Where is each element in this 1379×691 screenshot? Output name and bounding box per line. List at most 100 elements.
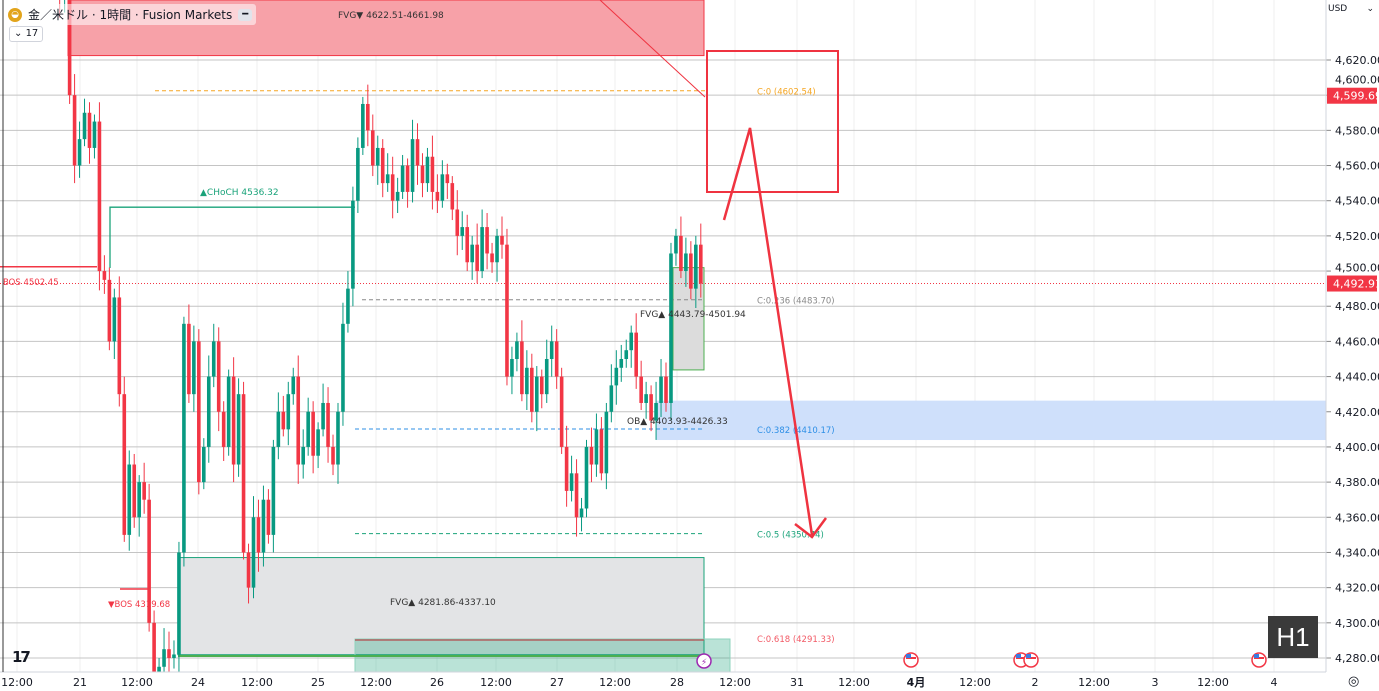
- tradingview-logo-icon[interactable]: 17: [12, 648, 31, 666]
- candle-body: [470, 244, 474, 263]
- order-block-zone: [656, 400, 1326, 441]
- x-tick-label: 12:00: [121, 676, 153, 689]
- candle-body: [485, 227, 489, 254]
- candle-body: [425, 156, 430, 184]
- candle-body: [549, 341, 554, 359]
- candle-body: [405, 165, 410, 192]
- candle-body: [430, 156, 435, 192]
- fib-level-label: C:0 (4602.54): [757, 88, 816, 98]
- currency-label: USD: [1328, 4, 1348, 14]
- candle-body: [72, 95, 77, 166]
- y-tick-label: 4,460.00: [1335, 335, 1379, 348]
- candle-body: [271, 446, 276, 535]
- candle-body: [589, 446, 594, 465]
- candle-body: [122, 394, 127, 535]
- candle-body: [510, 358, 514, 377]
- candle-body: [574, 473, 579, 518]
- y-tick-label: 4,300.00: [1335, 617, 1379, 630]
- fvg-bullish-small-zone: [672, 267, 705, 371]
- candle-body: [554, 341, 559, 377]
- candle-body: [206, 376, 211, 447]
- fib-level-label: C:0.618 (4291.33): [757, 635, 835, 645]
- candle-body: [296, 376, 301, 465]
- settings-icon[interactable]: ◎: [1348, 674, 1360, 689]
- collapse-legend-button[interactable]: ━: [238, 8, 253, 21]
- x-tick-label: 31: [790, 676, 804, 689]
- x-tick-label: 12:00: [480, 676, 512, 689]
- candle-body: [246, 552, 251, 588]
- candle-body: [385, 174, 390, 184]
- candle-body: [326, 402, 330, 447]
- candle-body: [460, 227, 465, 236]
- y-tick-label: 4,400.00: [1335, 441, 1379, 454]
- x-tick-label: 12:00: [1197, 676, 1229, 689]
- x-tick-label: 28: [670, 676, 684, 689]
- y-tick-label: 4,420.00: [1335, 406, 1379, 419]
- y-tick-label: 4,280.00: [1335, 652, 1379, 665]
- candle-body: [445, 174, 450, 184]
- candle-body: [450, 183, 455, 210]
- flag-canton: [1016, 654, 1021, 658]
- x-tick-label: 24: [191, 676, 205, 689]
- chart-pane: FVG▼ 4622.51-4661.98 FVG▲ 4281.86-4337.10…: [0, 0, 1326, 672]
- candle-body: [87, 112, 92, 148]
- candle-body: [197, 341, 201, 483]
- candle-body: [117, 297, 122, 395]
- x-tick-label: 12:00: [838, 676, 870, 689]
- candle-body: [594, 429, 599, 465]
- candle-body: [266, 499, 271, 535]
- symbol-legend[interactable]: ◒ 金／米ドル · 1時間 · Fusion Markets ━: [4, 4, 257, 25]
- flag-canton: [1254, 654, 1259, 658]
- y-tick-label: 4,540.00: [1335, 195, 1379, 208]
- candle-body: [366, 103, 370, 131]
- candle-body: [614, 367, 619, 386]
- candle-body: [644, 394, 648, 403]
- y-tick-label: 4,500.00: [1335, 262, 1379, 275]
- x-tick-label: 12:00: [719, 676, 751, 689]
- candle-body: [132, 464, 137, 518]
- candle-body: [500, 235, 504, 245]
- candle-body: [375, 147, 380, 166]
- candle-body: [351, 200, 355, 289]
- candle-body: [520, 341, 524, 395]
- candle-body: [629, 332, 634, 351]
- x-tick-label: 12:00: [360, 676, 392, 689]
- fvg-bullish-large-label: FVG▲ 4281.86-4337.10: [390, 598, 496, 608]
- candle-body: [495, 235, 499, 263]
- price-label: 4,492.91: [1333, 278, 1379, 291]
- candle-body: [654, 402, 658, 421]
- us-flag-icon: [1251, 652, 1267, 668]
- candle-body: [281, 411, 286, 430]
- arrow-head: [794, 517, 828, 539]
- timeframe-badge: H1: [1268, 616, 1318, 658]
- indicators-toggle[interactable]: ⌄ 17: [9, 26, 44, 42]
- candle-body: [137, 482, 141, 518]
- fib-level-label: C:0.5 (4350.74): [757, 531, 824, 541]
- candle-body: [679, 235, 683, 272]
- order-block-label: OB▲ 4403.93-4426.33: [627, 417, 728, 427]
- y-tick-label: 4,620.00: [1335, 54, 1379, 67]
- candle-body: [569, 473, 574, 491]
- candle-body: [331, 446, 335, 465]
- candle-body: [142, 482, 146, 500]
- candle-body: [669, 253, 673, 403]
- candle-body: [192, 341, 196, 395]
- candle-body: [361, 103, 365, 148]
- candle-body: [525, 367, 529, 395]
- candle-body: [286, 394, 291, 430]
- candle-body: [306, 411, 310, 447]
- candle-body: [465, 227, 470, 263]
- candle-body: [530, 367, 534, 412]
- x-tick-label: 21: [73, 676, 87, 689]
- y-tick-label: 4,600.00: [1335, 74, 1379, 87]
- candle-body: [440, 174, 445, 201]
- candle-body: [515, 341, 519, 359]
- candle-body: [380, 147, 385, 184]
- target-box-drawing: [706, 50, 839, 193]
- price-label-bg: [1327, 275, 1377, 292]
- candle-body: [410, 139, 415, 192]
- candle-body: [157, 666, 161, 672]
- candle-body: [321, 402, 325, 430]
- currency-selector[interactable]: USD ⌄: [1328, 4, 1374, 14]
